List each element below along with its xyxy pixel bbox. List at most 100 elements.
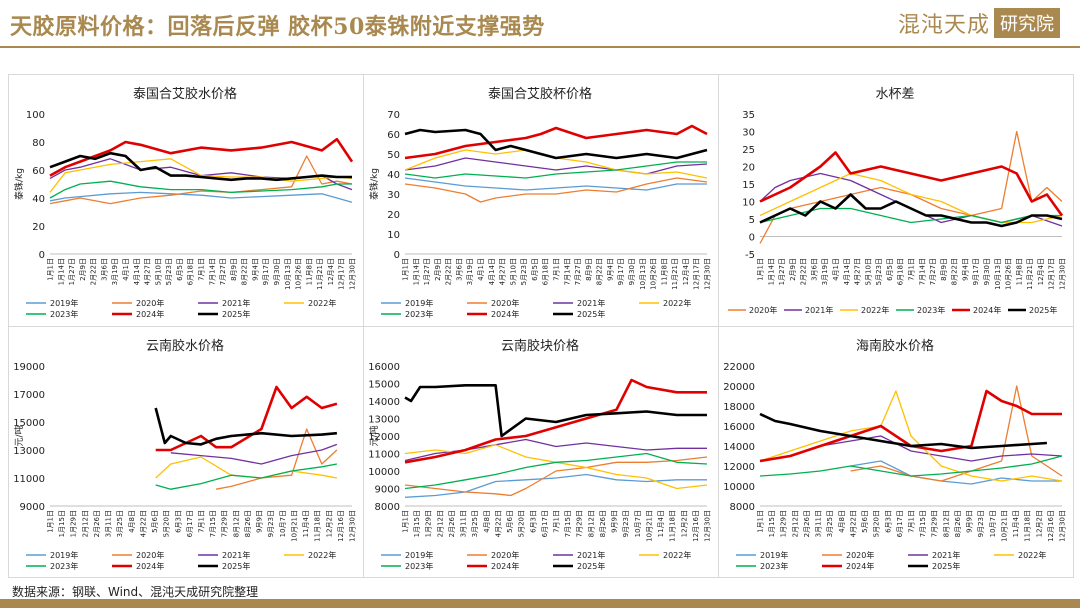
x-tick-label: 6月5日	[886, 258, 894, 281]
x-tick-label: 8月12日	[942, 510, 950, 537]
x-tick-label: 7月1日	[553, 258, 561, 281]
legend-label: 2023年	[405, 561, 433, 571]
x-tick-label: 10月21日	[1000, 510, 1008, 542]
x-tick-label: 2月12日	[81, 510, 89, 537]
legend-label: 2023年	[50, 561, 78, 571]
x-tick-label: 1月14日	[412, 258, 420, 285]
legend-label: 2022年	[308, 298, 336, 308]
x-tick-label: 4月1日	[122, 258, 130, 281]
legend-label: 2022年	[861, 305, 889, 315]
x-tick-label: 1月27日	[778, 258, 786, 285]
y-axis-label: 元/吨	[368, 425, 380, 446]
x-tick-label: 6月18日	[897, 258, 905, 285]
y-tick-label: 20	[742, 163, 755, 174]
legend-label: 2019年	[405, 298, 433, 308]
x-tick-label: 8月12日	[587, 510, 595, 537]
x-tick-label: 4月27日	[144, 258, 152, 285]
x-tick-label: 5月23日	[165, 258, 173, 285]
x-tick-label: 12月30日	[349, 258, 357, 290]
legend-label: 2021年	[222, 550, 250, 560]
x-tick-label: 1月1日	[47, 510, 55, 533]
x-tick-label: 11月4日	[1012, 510, 1020, 537]
x-tick-label: 12月30日	[349, 510, 357, 542]
x-tick-label: 5月20日	[873, 510, 881, 537]
x-tick-label: 12月16日	[692, 510, 700, 542]
x-tick-label: 3月25日	[116, 510, 124, 537]
x-tick-label: 4月14日	[488, 258, 496, 285]
series-line-2021年	[759, 172, 1063, 227]
x-tick-label: 11月4日	[657, 510, 665, 537]
x-tick-label: 11月18日	[314, 510, 322, 542]
x-tick-label: 1月15日	[768, 510, 776, 537]
logo-text: 混沌天成	[897, 13, 990, 38]
legend-label: 2021年	[577, 550, 605, 560]
x-tick-label: 3月19日	[466, 258, 474, 285]
x-tick-label: 9月4日	[961, 258, 969, 281]
x-tick-label: 12月17日	[1048, 258, 1056, 290]
x-tick-label: 5月20日	[518, 510, 526, 537]
y-tick-label: 0	[39, 250, 45, 261]
legend-label: 2023年	[405, 309, 433, 319]
y-tick-label: 20000	[723, 382, 755, 393]
x-tick-label: 8月12日	[232, 510, 240, 537]
x-tick-label: 11月21日	[316, 258, 324, 290]
y-tick-label: 20	[32, 222, 45, 233]
chart-hatyai-cuplump: 泰国合艾胶杯价格 0 10 20 30 40 50 60 70 泰铢/kg 1月1日 1月14日 1月2…	[363, 74, 717, 324]
x-tick-label: 4月27日	[854, 258, 862, 285]
legend-label: 2024年	[136, 561, 164, 571]
y-axis-label: 泰铢/kg	[13, 168, 25, 200]
x-tick-label: 8月26日	[244, 510, 252, 537]
y-tick-label: 12000	[723, 462, 755, 473]
series-line-2020年	[49, 155, 353, 205]
x-tick-label: 7月1日	[198, 258, 206, 281]
x-tick-label: 9月4日	[251, 258, 259, 281]
series-line-2020年	[404, 177, 708, 203]
legend-label: 2023年	[50, 309, 78, 319]
legend-label: 2025年	[932, 561, 960, 571]
x-tick-label: 1月27日	[68, 258, 76, 285]
series-line-2019年	[404, 177, 707, 191]
legend-label: 2019年	[50, 550, 78, 560]
x-tick-label: 2月22日	[800, 258, 808, 285]
x-tick-label: 6月3日	[529, 510, 537, 533]
chart-svg: 云南胶块价格 8000 9000 10000 11000 12000 13000 14000 1…	[368, 338, 712, 571]
y-tick-label: 0	[394, 250, 400, 261]
x-tick-label: 7月1日	[908, 510, 916, 533]
x-tick-label: 11月8日	[305, 258, 313, 285]
series-line-2025年	[49, 151, 352, 182]
x-tick-label: 7月29日	[576, 510, 584, 537]
legend-label: 2025年	[222, 309, 250, 319]
x-tick-label: 6月3日	[174, 510, 182, 533]
x-tick-label: 9月9日	[966, 510, 974, 533]
x-tick-label: 4月14日	[843, 258, 851, 285]
series-line-2025年	[759, 193, 1063, 228]
x-tick-label: 4月8日	[483, 510, 491, 533]
series-line-2024年	[759, 151, 1064, 217]
y-tick-label: 40	[387, 170, 400, 181]
series-line-2022年	[49, 158, 353, 193]
y-tick-label: 35	[742, 110, 755, 121]
x-tick-label: 12月30日	[1059, 510, 1067, 542]
legend-label: 2021年	[932, 550, 960, 560]
x-tick-label: 1月15日	[58, 510, 66, 537]
x-tick-label: 3月11日	[460, 510, 468, 537]
y-tick-label: 40	[32, 194, 45, 205]
y-tick-label: 15	[742, 180, 755, 191]
y-tick-label: 13000	[368, 415, 400, 426]
x-tick-label: 9月9日	[611, 510, 619, 533]
x-tick-label: 7月27日	[929, 258, 937, 285]
x-tick-label: 3月6日	[455, 258, 463, 281]
x-tick-label: 7月29日	[931, 510, 939, 537]
series-line-2025年	[154, 407, 338, 446]
y-tick-label: 16000	[723, 422, 755, 433]
x-tick-label: 1月29日	[70, 510, 78, 537]
x-tick-label: 5月23日	[875, 258, 883, 285]
x-tick-label: 2月12日	[436, 510, 444, 537]
legend-label: 2019年	[50, 298, 78, 308]
series-line-2019年	[49, 191, 353, 203]
x-tick-label: 5月6日	[861, 510, 869, 533]
y-tick-label: 10	[387, 230, 400, 241]
y-tick-label: 20	[387, 210, 400, 221]
series-line-2021年	[49, 158, 353, 191]
chart-title: 云南胶块价格	[501, 338, 579, 354]
